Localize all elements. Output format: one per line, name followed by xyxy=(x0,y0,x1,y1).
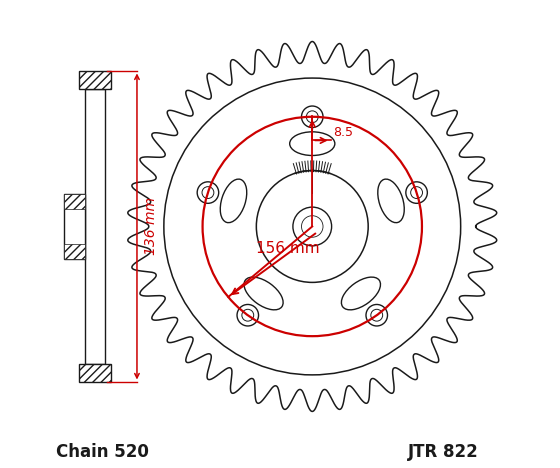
Bar xyxy=(79,364,111,382)
Circle shape xyxy=(366,305,388,326)
Circle shape xyxy=(197,182,219,203)
Circle shape xyxy=(242,309,254,321)
Circle shape xyxy=(410,187,422,198)
Text: 156 mm: 156 mm xyxy=(256,241,320,256)
Ellipse shape xyxy=(290,132,335,155)
Bar xyxy=(64,194,85,259)
Bar xyxy=(64,244,85,259)
Text: Chain 520: Chain 520 xyxy=(57,443,149,461)
Circle shape xyxy=(306,111,318,123)
Text: 8.5: 8.5 xyxy=(333,126,353,139)
Text: JTR 822: JTR 822 xyxy=(408,443,479,461)
Circle shape xyxy=(237,305,259,326)
Bar xyxy=(85,89,105,364)
Bar xyxy=(79,71,111,89)
Ellipse shape xyxy=(342,277,380,310)
Text: 136 mm: 136 mm xyxy=(144,197,158,256)
Ellipse shape xyxy=(244,277,283,310)
Circle shape xyxy=(406,182,427,203)
Circle shape xyxy=(371,309,382,321)
Ellipse shape xyxy=(378,179,404,223)
Circle shape xyxy=(256,170,368,282)
Ellipse shape xyxy=(220,179,247,223)
Circle shape xyxy=(293,207,332,246)
Circle shape xyxy=(202,187,214,198)
Bar xyxy=(64,194,85,209)
Polygon shape xyxy=(128,42,497,411)
Circle shape xyxy=(301,216,323,237)
Circle shape xyxy=(301,106,323,128)
Circle shape xyxy=(164,78,461,375)
